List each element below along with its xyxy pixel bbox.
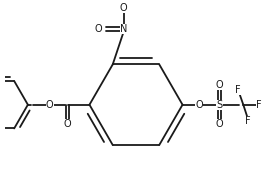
Text: O: O (46, 100, 54, 110)
Text: O: O (216, 119, 223, 130)
Text: O: O (195, 100, 203, 110)
Text: O: O (64, 119, 71, 129)
Text: O: O (216, 80, 223, 90)
Text: O: O (120, 3, 128, 13)
Text: S: S (217, 100, 222, 110)
Text: F: F (235, 85, 241, 95)
Text: N: N (120, 24, 127, 34)
Text: O: O (94, 24, 102, 34)
Text: F: F (256, 100, 261, 110)
Text: F: F (245, 116, 250, 126)
